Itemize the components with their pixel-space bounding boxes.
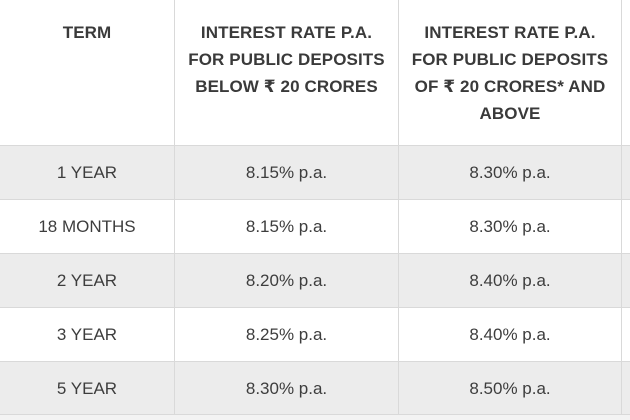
cell-term: 3 YEAR bbox=[0, 307, 175, 362]
cell-term: 18 MONTHS bbox=[0, 199, 175, 254]
table-row: 5 YEAR 8.30% p.a. 8.50% p.a. bbox=[0, 361, 630, 416]
cell-rate-above: 8.30% p.a. bbox=[398, 145, 622, 200]
table-header-row: TERM INTEREST RATE P.A. FOR PUBLIC DEPOS… bbox=[0, 0, 630, 146]
header-rate-above-label: INTEREST RATE P.A. FOR PUBLIC DEPOSITS O… bbox=[411, 23, 609, 123]
table-row: 1 YEAR 8.15% p.a. 8.30% p.a. bbox=[0, 145, 630, 200]
edge-cell bbox=[621, 199, 630, 254]
table-row: 2 YEAR 8.20% p.a. 8.40% p.a. bbox=[0, 253, 630, 308]
cell-rate-below: 8.25% p.a. bbox=[174, 307, 399, 362]
cell-term: 5 YEAR bbox=[0, 361, 175, 416]
header-edge-cell bbox=[621, 0, 630, 146]
edge-cell bbox=[621, 253, 630, 308]
edge-cell bbox=[621, 145, 630, 200]
cell-rate-below: 8.20% p.a. bbox=[174, 253, 399, 308]
cell-rate-below: 8.30% p.a. bbox=[174, 361, 399, 416]
table-row: 18 MONTHS 8.15% p.a. 8.30% p.a. bbox=[0, 199, 630, 254]
table-row: 3 YEAR 8.25% p.a. 8.40% p.a. bbox=[0, 307, 630, 362]
cell-rate-above: 8.50% p.a. bbox=[398, 361, 622, 416]
header-rate-20-crores-and-above: INTEREST RATE P.A. FOR PUBLIC DEPOSITS O… bbox=[398, 0, 622, 146]
edge-cell bbox=[621, 361, 630, 416]
header-rate-below-20-crores: INTEREST RATE P.A. FOR PUBLIC DEPOSITS B… bbox=[174, 0, 399, 146]
cell-rate-below: 8.15% p.a. bbox=[174, 145, 399, 200]
header-rate-below-label: INTEREST RATE P.A. FOR PUBLIC DEPOSITS B… bbox=[188, 23, 385, 96]
cell-rate-below: 8.15% p.a. bbox=[174, 199, 399, 254]
cell-rate-above: 8.40% p.a. bbox=[398, 253, 622, 308]
cell-rate-above: 8.30% p.a. bbox=[398, 199, 622, 254]
table-bottom-border bbox=[0, 414, 630, 420]
cell-rate-above: 8.40% p.a. bbox=[398, 307, 622, 362]
header-term-label: TERM bbox=[62, 23, 112, 42]
edge-cell bbox=[621, 307, 630, 362]
cell-term: 2 YEAR bbox=[0, 253, 175, 308]
header-term: TERM bbox=[0, 0, 175, 146]
cell-term: 1 YEAR bbox=[0, 145, 175, 200]
